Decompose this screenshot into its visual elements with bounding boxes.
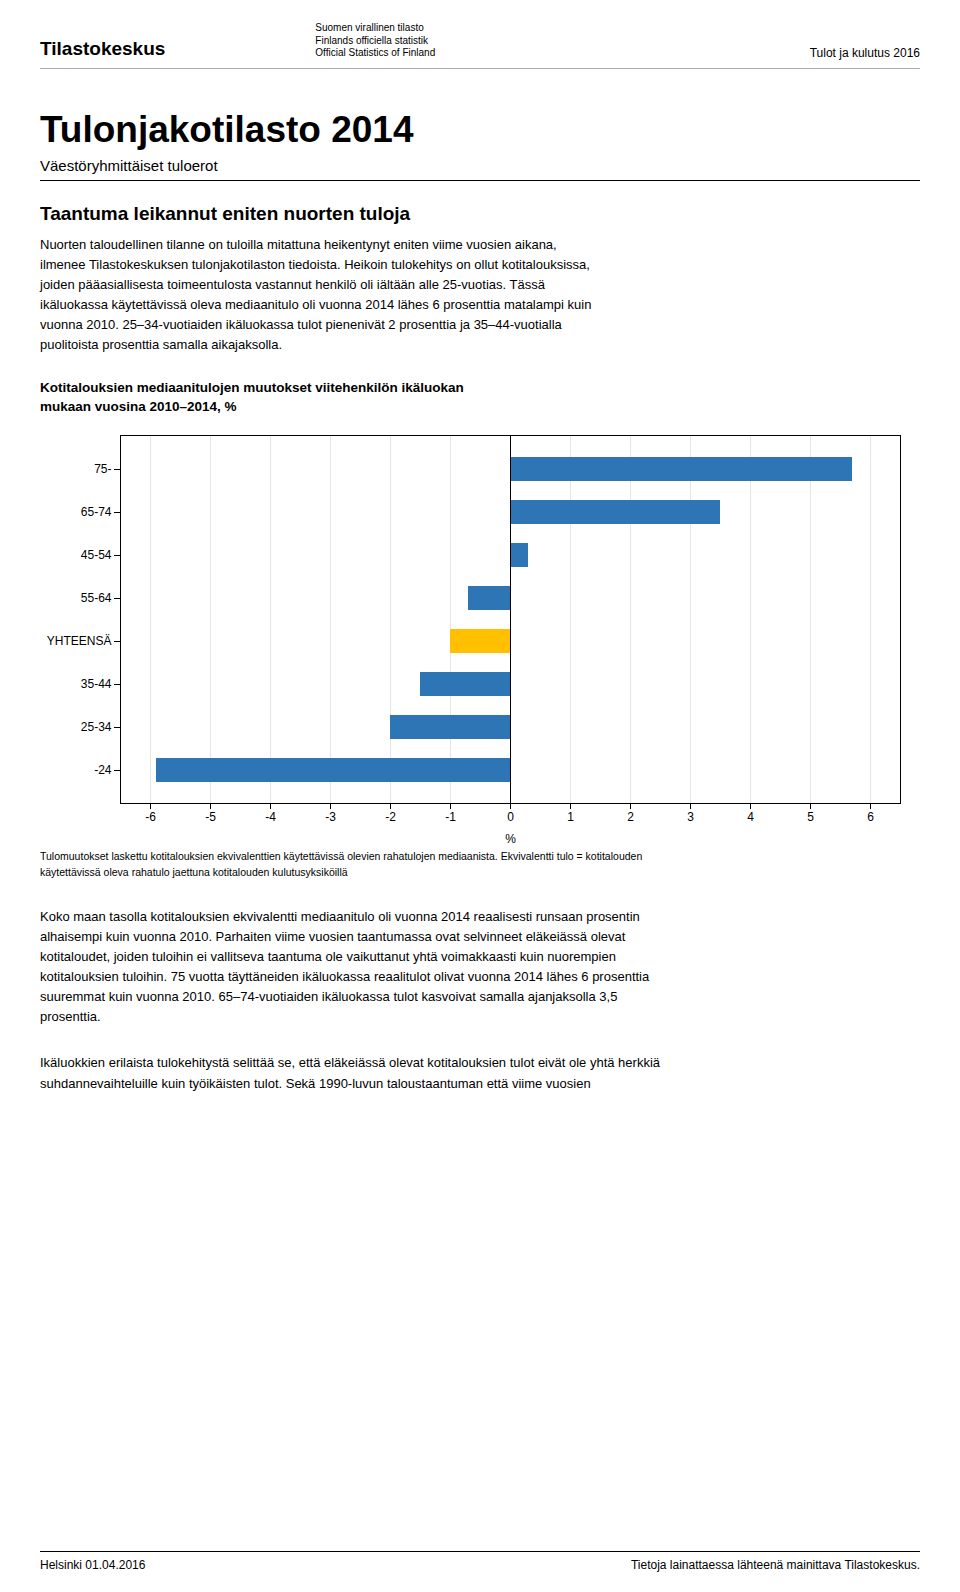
html-text:Finlands officiella statistik: Finlands officiella statistik: [315, 34, 428, 46]
svg-text:0: 0: [507, 810, 514, 824]
svg-text:4: 4: [747, 810, 754, 824]
svg-text:35-44: 35-44: [81, 677, 112, 691]
html-text:Tilastokeskus: Tilastokeskus: [40, 37, 166, 59]
html-text:Tulot ja kulutus 2016: Tulot ja kulutus 2016: [809, 45, 920, 60]
html-text:Official Statistics of Finland: Official Statistics of Finland: [315, 47, 436, 58]
svg-text:-2: -2: [385, 810, 396, 824]
html-text:Helsinki 01.04.2016: Helsinki 01.04.2016: [40, 1558, 146, 1572]
html-text:Taantuma leikannut eniten nuor: Taantuma leikannut eniten nuorten tuloja: [40, 202, 411, 224]
svg-text:YHTEENSÄ: YHTEENSÄ: [47, 634, 112, 648]
html-text:Koko maan tasolla kotitalouksi: Koko maan tasolla kotitalouksien ekvival…: [40, 908, 650, 1025]
svg-text:55-64: 55-64: [81, 591, 112, 605]
svg-text:65-74: 65-74: [81, 505, 112, 519]
svg-text:45-54: 45-54: [81, 548, 112, 562]
html-text:Väestöryhmittäiset tuloerot: Väestöryhmittäiset tuloerot: [40, 156, 218, 174]
svg-text:-6: -6: [145, 810, 156, 824]
svg-text:75-: 75-: [94, 462, 111, 476]
html-text:Tulomuutokset laskettu kotital: Tulomuutokset laskettu kotitalouksien ek…: [40, 850, 643, 878]
svg-text:-4: -4: [265, 810, 276, 824]
svg-text:25-34: 25-34: [81, 720, 112, 734]
svg-text:6: 6: [867, 810, 874, 824]
svg-text:-3: -3: [325, 810, 336, 824]
html-text:Tulonjakotilasto 2014: Tulonjakotilasto 2014: [40, 108, 414, 150]
svg-text:2: 2: [627, 810, 634, 824]
html-text:Ikäluokkien erilaista tulokehi: Ikäluokkien erilaista tulokehitystä seli…: [40, 1055, 660, 1091]
svg-text:-5: -5: [205, 810, 216, 824]
svg-text:-1: -1: [445, 810, 456, 824]
svg-text:3: 3: [687, 810, 694, 824]
html-text:Kotitalouksien mediaanitulojen: Kotitalouksien mediaanitulojen muutokset…: [40, 380, 464, 415]
html-text:Tietoja lainattaessa lähteenä: Tietoja lainattaessa lähteenä mainittava…: [630, 1558, 920, 1572]
svg-text:5: 5: [807, 810, 814, 824]
html-text:Nuorten taloudellinen tilanne: Nuorten taloudellinen tilanne on tuloill…: [40, 236, 592, 353]
html-text:Suomen virallinen tilasto: Suomen virallinen tilasto: [315, 22, 424, 33]
svg-text:-24: -24: [94, 763, 112, 777]
svg-text:1: 1: [567, 810, 574, 824]
svg-text:%: %: [505, 832, 516, 846]
